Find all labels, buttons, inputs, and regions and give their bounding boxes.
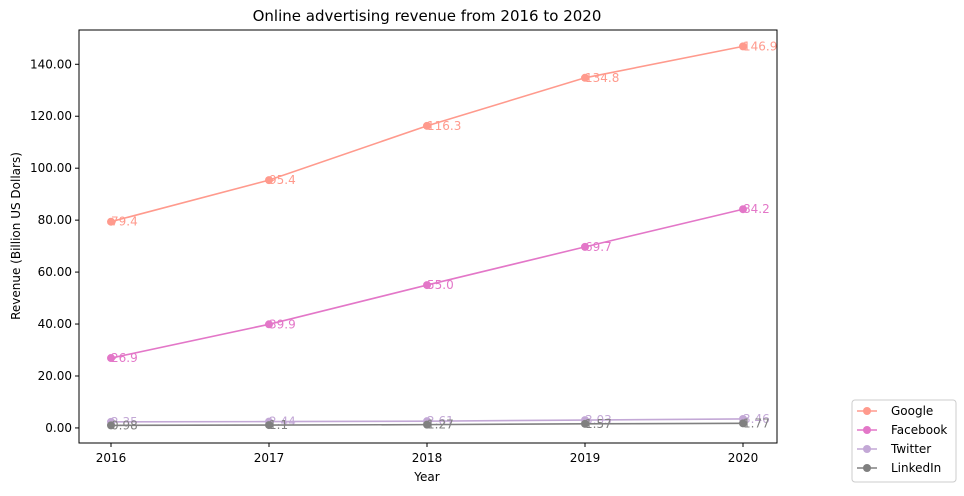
data-point	[739, 419, 747, 428]
data-point	[107, 354, 115, 363]
data-label: 39.9	[269, 317, 296, 331]
data-point	[581, 242, 589, 251]
data-point	[107, 421, 115, 430]
legend-item-google: Google	[857, 404, 933, 418]
data-label: 1.57	[585, 417, 612, 431]
legend-label: Facebook	[891, 423, 947, 437]
legend-swatch-marker	[863, 445, 871, 453]
data-label: 69.7	[585, 240, 612, 254]
series-linkedin: 0.98 1.1 1.27 1.57 1.77	[107, 416, 770, 432]
data-point	[265, 176, 273, 185]
data-label: 84.2	[743, 202, 770, 216]
data-label: 1.77	[743, 416, 770, 430]
data-label: 134.8	[585, 71, 619, 85]
plot-frame	[78, 29, 778, 444]
legend-swatch-marker	[863, 407, 871, 415]
data-point	[739, 42, 747, 51]
legend-item-twitter: Twitter	[857, 442, 931, 456]
data-point	[581, 419, 589, 428]
y-tick-label: 60.00	[38, 265, 72, 279]
x-axis-label: Year	[413, 470, 439, 484]
y-tick-label: 140.00	[30, 57, 72, 71]
data-label: 3.46	[743, 412, 770, 426]
data-label: 1.1	[269, 418, 288, 432]
data-label: 79.4	[111, 215, 138, 229]
legend-label: LinkedIn	[891, 461, 941, 475]
legend-label: Google	[891, 404, 933, 418]
data-label: 55.0	[427, 278, 454, 292]
x-tick-label: 2020	[728, 451, 759, 465]
chart-title: Online advertising revenue from 2016 to …	[253, 7, 602, 25]
y-tick-label: 100.00	[30, 161, 72, 175]
data-label: 26.9	[111, 351, 138, 365]
y-axis-label: Revenue (Billion US Dollars)	[9, 152, 23, 320]
data-point	[423, 121, 431, 130]
x-tick-label: 2017	[254, 451, 285, 465]
data-label: 116.3	[427, 119, 461, 133]
y-tick-label: 0.00	[45, 421, 72, 435]
data-point	[581, 73, 589, 82]
y-tick-label: 120.00	[30, 109, 72, 123]
y-tick-label: 20.00	[38, 369, 72, 383]
legend-item-facebook: Facebook	[857, 423, 947, 437]
x-tick-label: 2018	[412, 451, 443, 465]
legend-item-linkedin: LinkedIn	[857, 461, 941, 475]
legend-swatch-marker	[863, 426, 871, 434]
y-tick-label: 80.00	[38, 213, 72, 227]
data-point	[107, 217, 115, 226]
data-label: 146.9	[743, 39, 777, 53]
legend-box	[851, 399, 957, 483]
y-tick-label: 40.00	[38, 317, 72, 331]
data-point	[423, 281, 431, 290]
data-point	[739, 205, 747, 214]
axes: 0.00 20.00 40.00 60.00 80.00 100.00 120.00 140.…	[30, 29, 778, 465]
series-facebook: 26.9 39.9 55.0 69.7 84.2	[107, 202, 770, 365]
series-google: 79.4 95.4 116.3 134.8 146.9	[107, 39, 777, 229]
legend-swatch-marker	[863, 464, 871, 472]
data-label: 95.4	[269, 173, 296, 187]
x-tick-label: 2019	[570, 451, 601, 465]
data-label: 0.98	[111, 418, 138, 432]
x-tick-label: 2016	[96, 451, 127, 465]
legend: Google Facebook Twitter LinkedIn	[851, 399, 957, 483]
legend-label: Twitter	[890, 442, 931, 456]
series-line	[110, 45, 744, 223]
data-point	[423, 420, 431, 429]
data-point	[265, 320, 273, 329]
series-layer: 79.4 95.4 116.3 134.8 146.9 26.9 39.9 55.0 69.7 8…	[107, 39, 777, 432]
data-label: 1.27	[427, 418, 454, 432]
data-point	[265, 421, 273, 430]
